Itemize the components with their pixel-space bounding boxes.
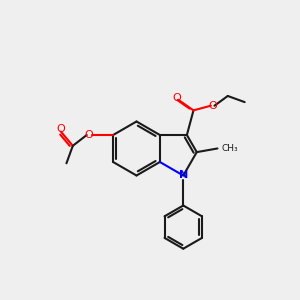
Text: O: O (172, 93, 181, 103)
Text: O: O (85, 130, 94, 140)
Text: O: O (56, 124, 65, 134)
Text: N: N (178, 170, 188, 181)
Text: CH₃: CH₃ (221, 144, 238, 153)
Text: O: O (208, 101, 217, 111)
